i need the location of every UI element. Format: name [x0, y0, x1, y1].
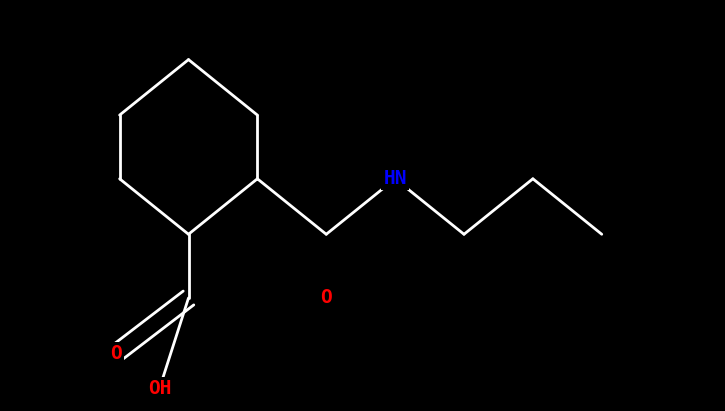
Text: O: O	[320, 289, 332, 307]
Text: OH: OH	[148, 379, 171, 398]
Text: HN: HN	[384, 169, 407, 188]
Text: O: O	[110, 344, 122, 363]
